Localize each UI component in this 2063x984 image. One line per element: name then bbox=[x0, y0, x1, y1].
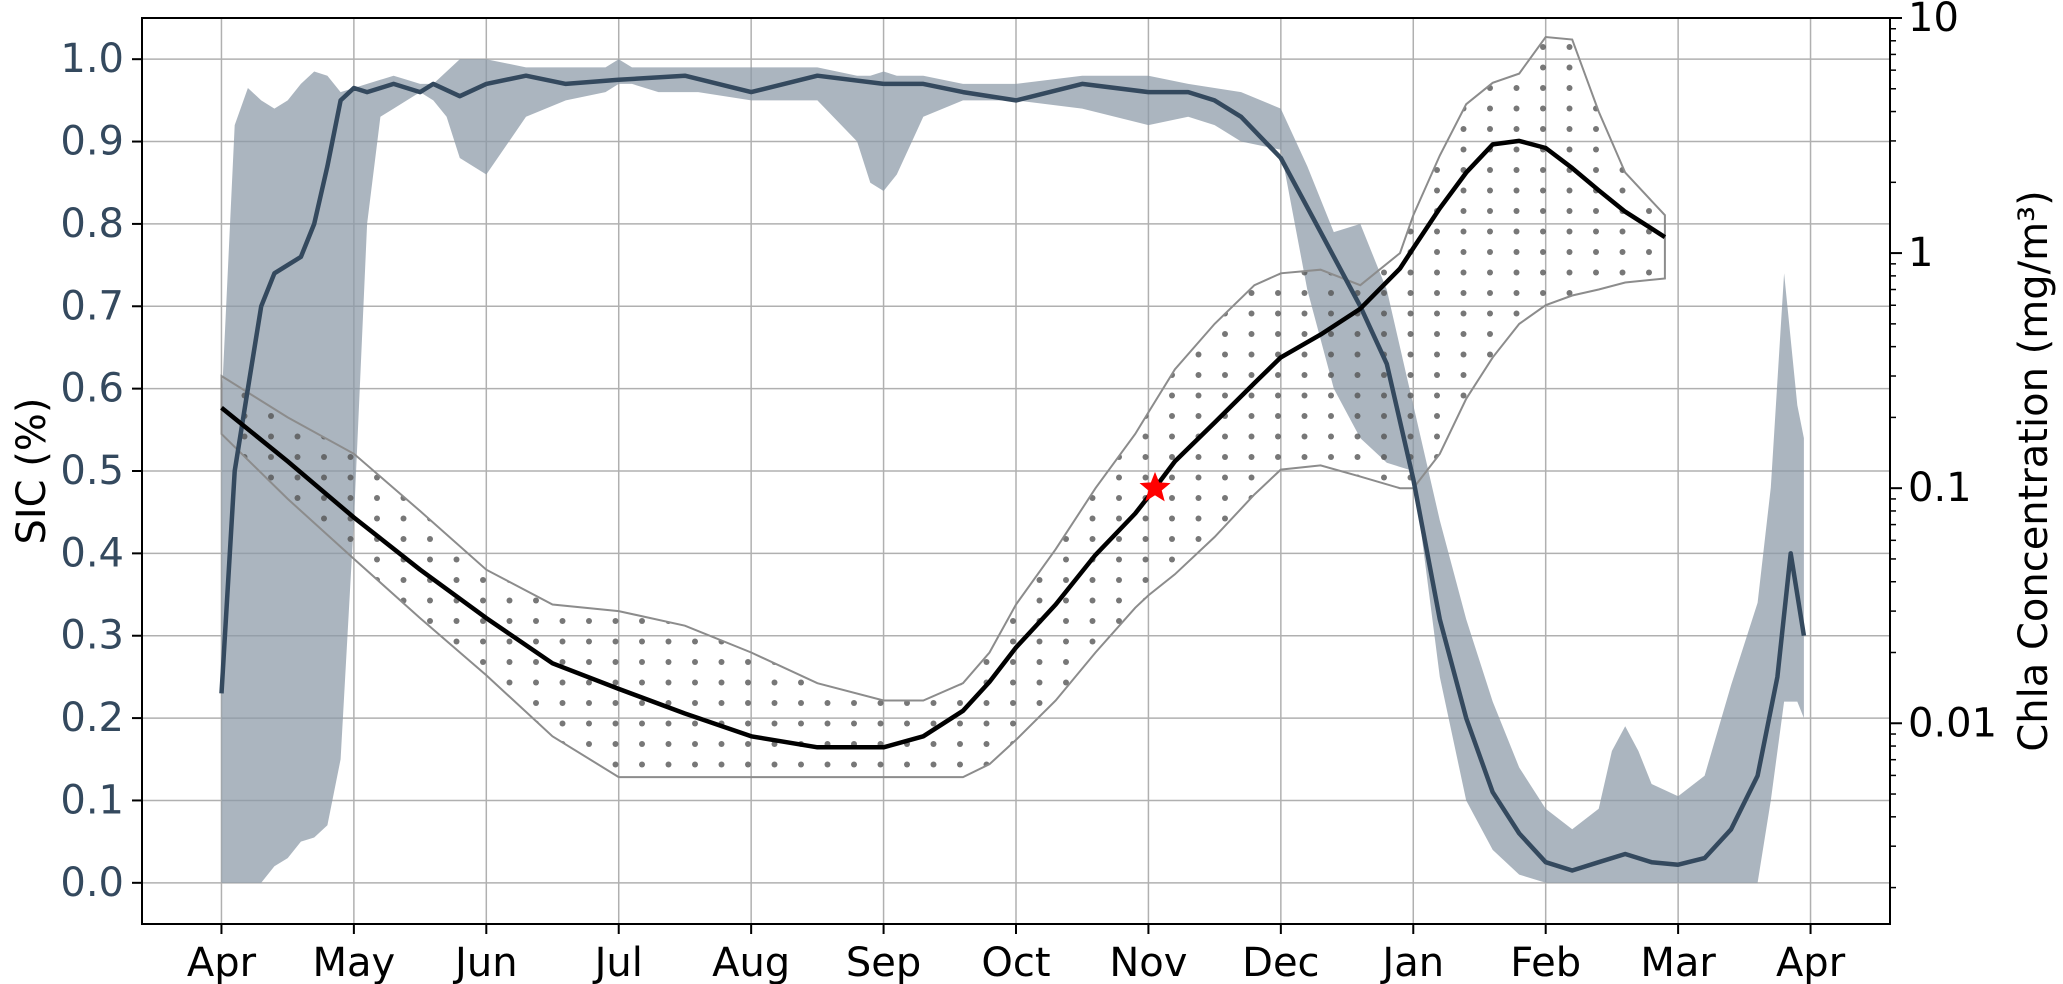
left-tick-label: 0.3 bbox=[60, 613, 124, 659]
x-tick-label: Mar bbox=[1640, 940, 1716, 984]
left-tick-label: 0.0 bbox=[60, 860, 124, 906]
right-tick-label: 10 bbox=[1908, 0, 1959, 41]
x-tick-label: Apr bbox=[187, 940, 257, 984]
left-tick-label: 1.0 bbox=[60, 36, 124, 82]
x-tick-label: Sep bbox=[846, 940, 921, 984]
x-tick-label: Jul bbox=[592, 940, 643, 984]
x-tick-label: May bbox=[313, 940, 396, 984]
left-tick-label: 0.6 bbox=[60, 366, 124, 412]
left-tick-label: 0.1 bbox=[60, 777, 124, 823]
right-tick-label: 1 bbox=[1908, 230, 1933, 276]
x-tick-label: Nov bbox=[1109, 940, 1187, 984]
left-y-axis: 0.0 0.1 0.2 0.3 0.4 0.5 0.6 0.7 0.8 0.9 1.0 bbox=[60, 36, 142, 906]
sic-mean-line-path bbox=[219, 73, 1807, 873]
sic-range-band-area bbox=[221, 59, 1804, 883]
x-tick-label: Aug bbox=[712, 940, 790, 984]
x-tick-label: Dec bbox=[1242, 940, 1319, 984]
left-tick-label: 0.7 bbox=[60, 283, 124, 329]
x-tick-label: Feb bbox=[1510, 940, 1581, 984]
chla-range-band bbox=[220, 35, 1666, 779]
left-tick-label: 0.9 bbox=[60, 119, 124, 165]
sic-mean-line bbox=[219, 73, 1807, 873]
x-tick-label: Jun bbox=[452, 940, 518, 984]
x-axis: Apr May Jun Jul Aug Sep Oct Nov Dec Jan Feb Mar Apr bbox=[187, 924, 1846, 984]
left-tick-label: 0.4 bbox=[60, 530, 124, 576]
chla-mean-line-path bbox=[220, 138, 1667, 750]
star-marker bbox=[1139, 471, 1171, 502]
right-axis-title: Chla Concentration (mg/m³) bbox=[2011, 190, 2057, 751]
x-tick-label: Jan bbox=[1379, 940, 1444, 984]
right-tick-label: 0.01 bbox=[1908, 700, 1997, 746]
left-tick-label: 0.2 bbox=[60, 695, 124, 741]
annotation-markers bbox=[1139, 471, 1171, 502]
x-tick-label: Oct bbox=[981, 940, 1050, 984]
sic-range-band bbox=[221, 59, 1804, 883]
chla-range-band-area bbox=[220, 35, 1666, 779]
chla-mean-line bbox=[220, 138, 1667, 750]
right-tick-label: 0.1 bbox=[1908, 465, 1972, 511]
left-axis-title: SIC (%) bbox=[9, 397, 55, 544]
left-tick-label: 0.8 bbox=[60, 201, 124, 247]
x-tick-label: Apr bbox=[1776, 940, 1846, 984]
left-tick-label: 0.5 bbox=[60, 448, 124, 494]
right-y-axis: 0.01 0.1 1 10 bbox=[1890, 0, 1997, 889]
